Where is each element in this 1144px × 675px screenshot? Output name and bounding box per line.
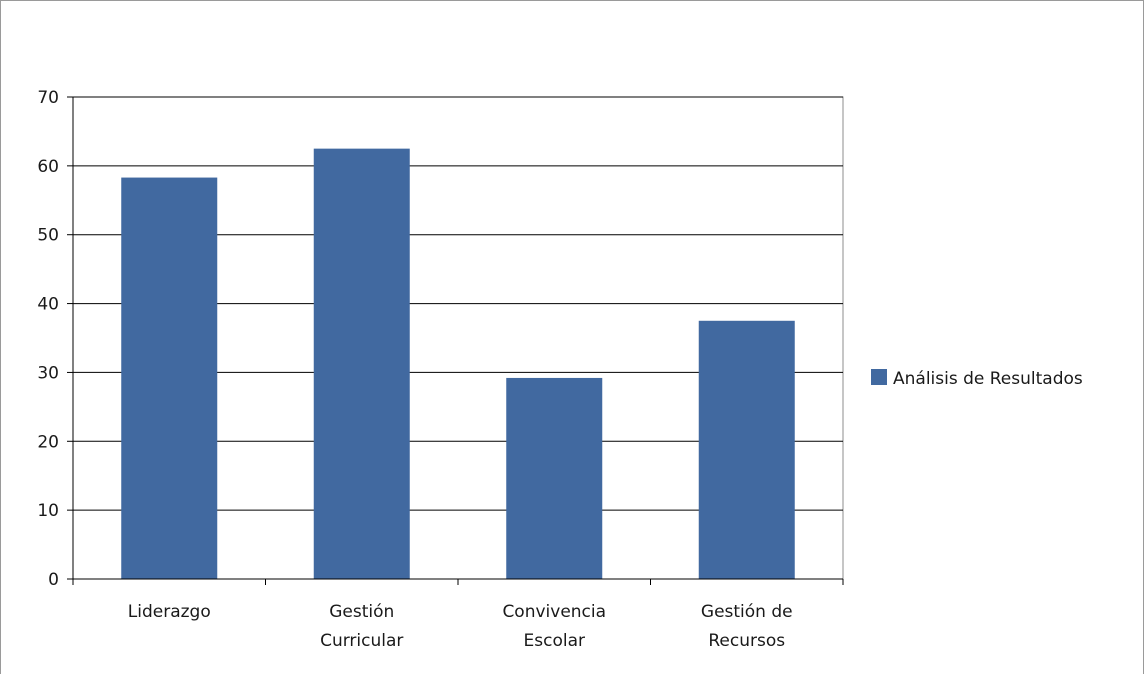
y-tick-label: 10 (37, 501, 59, 521)
x-category-label-line: Curricular (320, 631, 403, 651)
x-category-label-line: Convivencia (502, 602, 606, 622)
y-tick-label: 20 (37, 432, 59, 452)
legend: Análisis de Resultados (871, 369, 1083, 389)
axes (72, 97, 844, 585)
x-category-label: Gestión de Recursos (701, 602, 793, 651)
y-tick-label: 40 (37, 295, 59, 315)
bars (121, 148, 795, 579)
x-category-label: Liderazgo (128, 602, 211, 622)
legend-swatch (871, 369, 887, 385)
y-tick-label: 70 (37, 88, 59, 108)
y-tick-label: 30 (37, 363, 59, 383)
x-category-label: Convivencia Escolar (502, 602, 606, 651)
x-category-label-line: Gestión (329, 602, 394, 622)
x-category-label-line: Recursos (708, 631, 785, 651)
bar (698, 320, 795, 579)
y-axis-ticks: 0 10 20 30 40 50 60 70 (37, 88, 73, 590)
x-category-label-line: Liderazgo (128, 602, 211, 622)
x-category-label-line: Gestión de (701, 602, 793, 622)
bar (121, 177, 218, 579)
bar (506, 377, 603, 579)
legend-label: Análisis de Resultados (893, 369, 1083, 389)
y-tick-label: 50 (37, 226, 59, 246)
x-category-label: Gestión Curricular (320, 602, 403, 651)
y-tick-label: 0 (48, 570, 59, 590)
y-tick-label: 60 (37, 157, 59, 177)
bar (313, 148, 410, 579)
x-axis-categories: Liderazgo Gestión Curricular Convivencia Esc… (128, 602, 793, 651)
x-category-label-line: Escolar (524, 631, 585, 651)
